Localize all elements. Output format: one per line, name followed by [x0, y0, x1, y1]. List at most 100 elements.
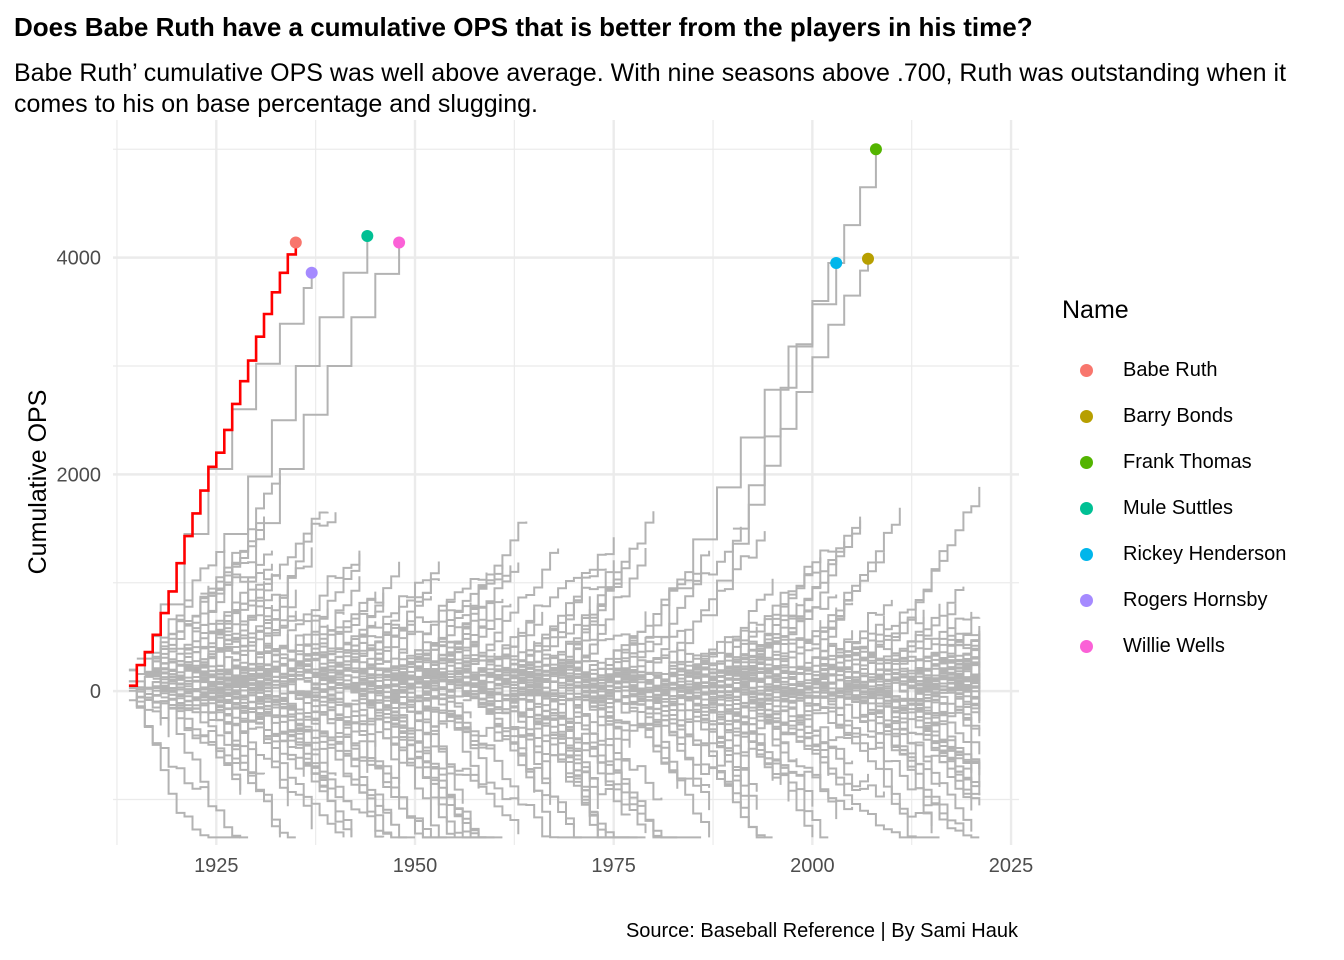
- x-tick-label: 1950: [393, 855, 438, 877]
- player-line: [327, 578, 440, 679]
- player-line: [955, 673, 981, 689]
- player-line: [248, 675, 353, 837]
- player-line: [820, 696, 854, 744]
- legend-item: Rogers Hornsby: [1062, 577, 1286, 623]
- player-line: [176, 574, 281, 696]
- player-line: [200, 615, 321, 690]
- player-line: [534, 693, 591, 741]
- player-line: [804, 694, 933, 826]
- player-line: [796, 699, 916, 839]
- x-tick-label: 1975: [591, 855, 636, 877]
- legend-key-dot: [1080, 455, 1093, 469]
- player-line: [359, 667, 448, 729]
- player-line: [685, 594, 790, 675]
- player-line: [709, 695, 718, 699]
- player-line: [327, 688, 345, 694]
- player-line: [216, 699, 329, 744]
- player-line: [629, 526, 742, 671]
- player-line: [732, 683, 742, 690]
- player-line: [931, 682, 981, 770]
- player-line: [510, 581, 623, 701]
- player-line: [852, 686, 973, 832]
- player-line: [232, 681, 242, 687]
- legend-key-dot: [1080, 409, 1093, 423]
- legend-label: Rickey Henderson: [1123, 542, 1287, 565]
- player-line: [907, 680, 981, 788]
- player-end-points: [289, 143, 882, 279]
- player-line: [478, 674, 567, 729]
- y-tick-label: 2000: [57, 464, 102, 486]
- point-willie-wells: [393, 236, 406, 249]
- player-line: [669, 675, 750, 786]
- player-line: [550, 675, 663, 801]
- player-line: [422, 521, 528, 693]
- legend-key-dot: [1080, 593, 1093, 607]
- chart-subtitle: Babe Ruth’ cumulative OPS was well above…: [14, 59, 1287, 118]
- legend-label: Babe Ruth: [1123, 358, 1218, 381]
- player-line: [724, 615, 806, 687]
- player-line: [502, 678, 630, 839]
- player-line: [399, 674, 448, 683]
- legend-item: Babe Ruth: [1062, 347, 1286, 393]
- player-line: [923, 616, 981, 677]
- player-line: [168, 690, 242, 791]
- player-line: [717, 669, 790, 802]
- legend-label: Mule Suttles: [1123, 496, 1234, 519]
- player-line: [502, 591, 583, 701]
- player-line: [796, 637, 869, 671]
- player-line: [351, 660, 409, 698]
- player-line: [947, 676, 981, 715]
- player-line: [422, 666, 472, 692]
- x-tick-label: 2025: [989, 855, 1034, 877]
- player-line: [502, 677, 528, 693]
- point-barry-bonds: [862, 252, 874, 265]
- series-line-frank-thomas: [732, 149, 877, 530]
- player-line: [264, 683, 321, 699]
- x-tick-label: 1925: [194, 855, 239, 877]
- player-line: [748, 666, 838, 694]
- player-line: [287, 561, 401, 671]
- player-line: [566, 681, 679, 789]
- player-line: [502, 611, 544, 671]
- player-line: [422, 697, 552, 838]
- player-line: [653, 531, 766, 699]
- player-line: [820, 669, 940, 839]
- player-line: [581, 694, 702, 839]
- player-line: [200, 585, 265, 690]
- player-line: [144, 516, 265, 675]
- player-line: [852, 698, 965, 831]
- player-line: [915, 630, 981, 673]
- player-line: [732, 557, 822, 675]
- player-line: [875, 675, 949, 696]
- y-tick-label: 0: [90, 681, 101, 703]
- player-line: [748, 698, 869, 788]
- player-line: [422, 602, 472, 671]
- player-line: [494, 650, 512, 677]
- legend-item: Willie Wells: [1062, 623, 1286, 669]
- player-line: [875, 689, 941, 723]
- legend-item: Barry Bonds: [1062, 393, 1286, 439]
- legend-key-dot: [1080, 501, 1093, 515]
- player-line: [160, 696, 249, 839]
- player-line: [629, 693, 687, 745]
- player-line: [613, 669, 623, 681]
- legend-item: Mule Suttles: [1062, 485, 1286, 531]
- player-line: [295, 687, 353, 721]
- point-mule-suttles: [361, 229, 374, 242]
- player-line: [128, 687, 210, 801]
- background-player-lines: [128, 149, 981, 839]
- player-line: [200, 654, 210, 676]
- player-line: [844, 651, 877, 689]
- series-line-willie-wells: [208, 242, 401, 633]
- chart-title: Does Babe Ruth have a cumulative OPS tha…: [14, 12, 1033, 42]
- player-line: [796, 602, 854, 675]
- player-line: [812, 599, 893, 684]
- player-line: [407, 598, 504, 680]
- player-line: [581, 694, 631, 745]
- series-line-rickey-henderson: [645, 263, 838, 638]
- player-line: [224, 683, 242, 709]
- point-frank-thomas: [869, 143, 882, 156]
- player-line: [287, 658, 377, 689]
- player-line: [144, 585, 210, 677]
- player-line: [621, 671, 663, 749]
